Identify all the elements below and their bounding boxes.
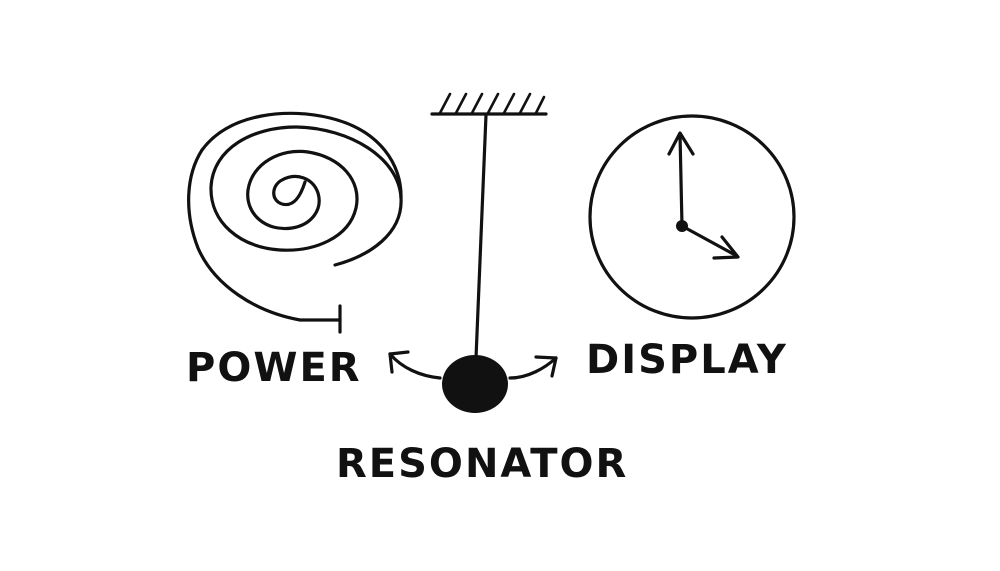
pendulum-support-hatch [438, 92, 546, 115]
pendulum-rod [474, 113, 488, 360]
clock-minute-hand-head [667, 131, 695, 156]
swing-arrow-right-head [534, 355, 558, 378]
clock-center-pin [676, 220, 688, 232]
swing-arrow-left-head [388, 350, 410, 374]
power-label: POWER [186, 345, 362, 391]
clock-minute-hand [678, 132, 684, 228]
spring-outer-arc [200, 111, 403, 200]
spring-spiral-path [209, 125, 403, 267]
pendulum-bob [442, 355, 508, 413]
clock-hour-hand-head [712, 235, 740, 260]
clock-dial [588, 114, 796, 320]
swing-arrow-left [388, 352, 442, 380]
pendulum-icon [388, 92, 558, 413]
resonator-label: RESONATOR [336, 441, 629, 487]
swing-arrow-right [508, 356, 558, 380]
clock-hour-hand [680, 224, 739, 258]
clock-face-icon [588, 114, 796, 320]
spring-spiral-icon [187, 111, 403, 334]
spring-outer-tail [187, 148, 342, 322]
display-label: DISPLAY [586, 337, 788, 383]
